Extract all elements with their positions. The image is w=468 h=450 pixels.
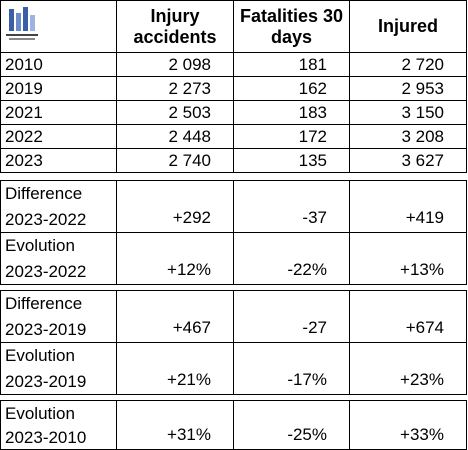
value: 181 [298,55,327,74]
label-cell: Difference 2023-2022 [0,180,117,233]
value-cell: +674 [349,290,467,343]
value: +674 [405,318,444,337]
value-cell: 135 [233,148,350,173]
value: 2 740 [168,151,211,170]
value-cell: +292 [116,180,234,233]
value-cell: 3 208 [349,124,467,149]
value-cell: +31% [116,400,234,450]
year: 2010 [5,55,43,74]
value-cell: -27 [233,290,350,343]
year-cell: 2022 [0,124,117,149]
logo-cell [0,0,117,53]
label-line: Evolution [5,236,75,256]
label-line: Difference [5,294,83,314]
value: 183 [298,103,327,122]
value-cell: +467 [116,290,234,343]
header-text: Injured [377,16,438,36]
year: 2022 [5,127,43,146]
value: +419 [405,208,444,227]
value: +31% [167,425,211,444]
year-cell: 2021 [0,100,117,125]
header-text: Injury accidents [133,5,217,47]
label-line: 2023-2010 [5,427,87,447]
label-line: Evolution [5,346,75,366]
value-cell: +12% [116,232,234,285]
value: 2 273 [168,79,211,98]
label-line: 2023-2022 [5,209,87,229]
value-cell: 3 627 [349,148,467,173]
value-cell: -22% [233,232,350,285]
header-cell: Injury accidents [116,0,234,53]
value: +33% [400,425,444,444]
value-cell: 172 [233,124,350,149]
value-cell: 3 150 [349,100,467,125]
value-cell: +419 [349,180,467,233]
value: +292 [172,208,211,227]
value-cell: 2 720 [349,52,467,77]
value: +467 [172,318,211,337]
value-cell: +13% [349,232,467,285]
value: +13% [400,260,444,279]
value-cell: 2 098 [116,52,234,77]
label-line: 2023-2022 [5,261,87,281]
year-cell: 2023 [0,148,117,173]
year: 2023 [5,151,43,170]
header-text: Fatalities 30 days [239,5,344,47]
label-line: Evolution [5,403,75,423]
value-cell: 2 503 [116,100,234,125]
header-cell: Injured [349,0,467,53]
year-cell: 2010 [0,52,117,77]
value: 2 503 [168,103,211,122]
value: 2 448 [168,127,211,146]
value: 135 [298,151,327,170]
label-cell: Difference 2023-2019 [0,290,117,343]
year-cell: 2019 [0,76,117,101]
value: 172 [298,127,327,146]
value: 3 208 [401,127,444,146]
value-cell: 2 740 [116,148,234,173]
value-cell: 162 [233,76,350,101]
value-cell: +23% [349,342,467,395]
value: 3 150 [401,103,444,122]
value: 3 627 [401,151,444,170]
value: +23% [400,370,444,389]
value: 162 [298,79,327,98]
value: -17% [287,370,327,389]
label-line: 2023-2019 [5,319,87,339]
value: 2 953 [401,79,444,98]
label-line: Difference [5,184,83,204]
value: -27 [302,318,327,337]
value-cell: 183 [233,100,350,125]
value: +12% [167,260,211,279]
value-cell: +33% [349,400,467,450]
year: 2019 [5,79,43,98]
value: 2 098 [168,55,211,74]
value-cell: 2 953 [349,76,467,101]
label-cell: Evolution 2023-2019 [0,342,117,395]
value-cell: 2 448 [116,124,234,149]
value-cell: -37 [233,180,350,233]
value: -22% [287,260,327,279]
value: -25% [287,425,327,444]
logo [6,7,38,40]
value-cell: -17% [233,342,350,395]
value: -37 [302,208,327,227]
value: +21% [167,370,211,389]
year: 2021 [5,103,43,122]
value-cell: -25% [233,400,350,450]
value-cell: 181 [233,52,350,77]
value-cell: +21% [116,342,234,395]
label-line: 2023-2019 [5,371,87,391]
header-cell: Fatalities 30 days [233,0,350,53]
value-cell: 2 273 [116,76,234,101]
label-cell: Evolution 2023-2022 [0,232,117,285]
label-cell: Evolution 2023-2010 [0,400,117,450]
value: 2 720 [401,55,444,74]
